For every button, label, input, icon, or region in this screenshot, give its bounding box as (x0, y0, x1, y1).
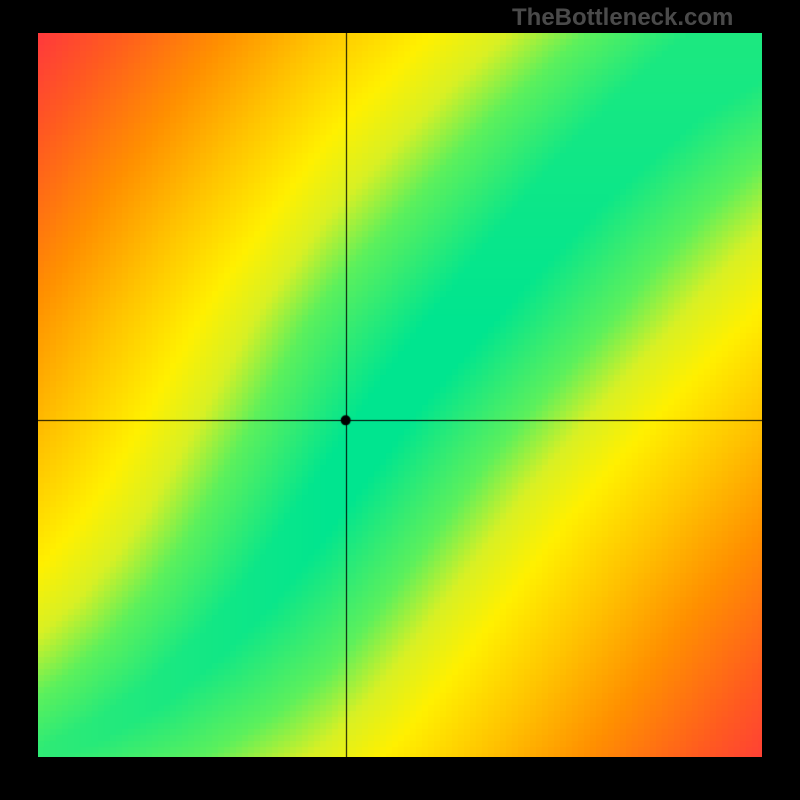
watermark-text: TheBottleneck.com (512, 4, 733, 32)
bottleneck-heatmap (38, 33, 762, 757)
